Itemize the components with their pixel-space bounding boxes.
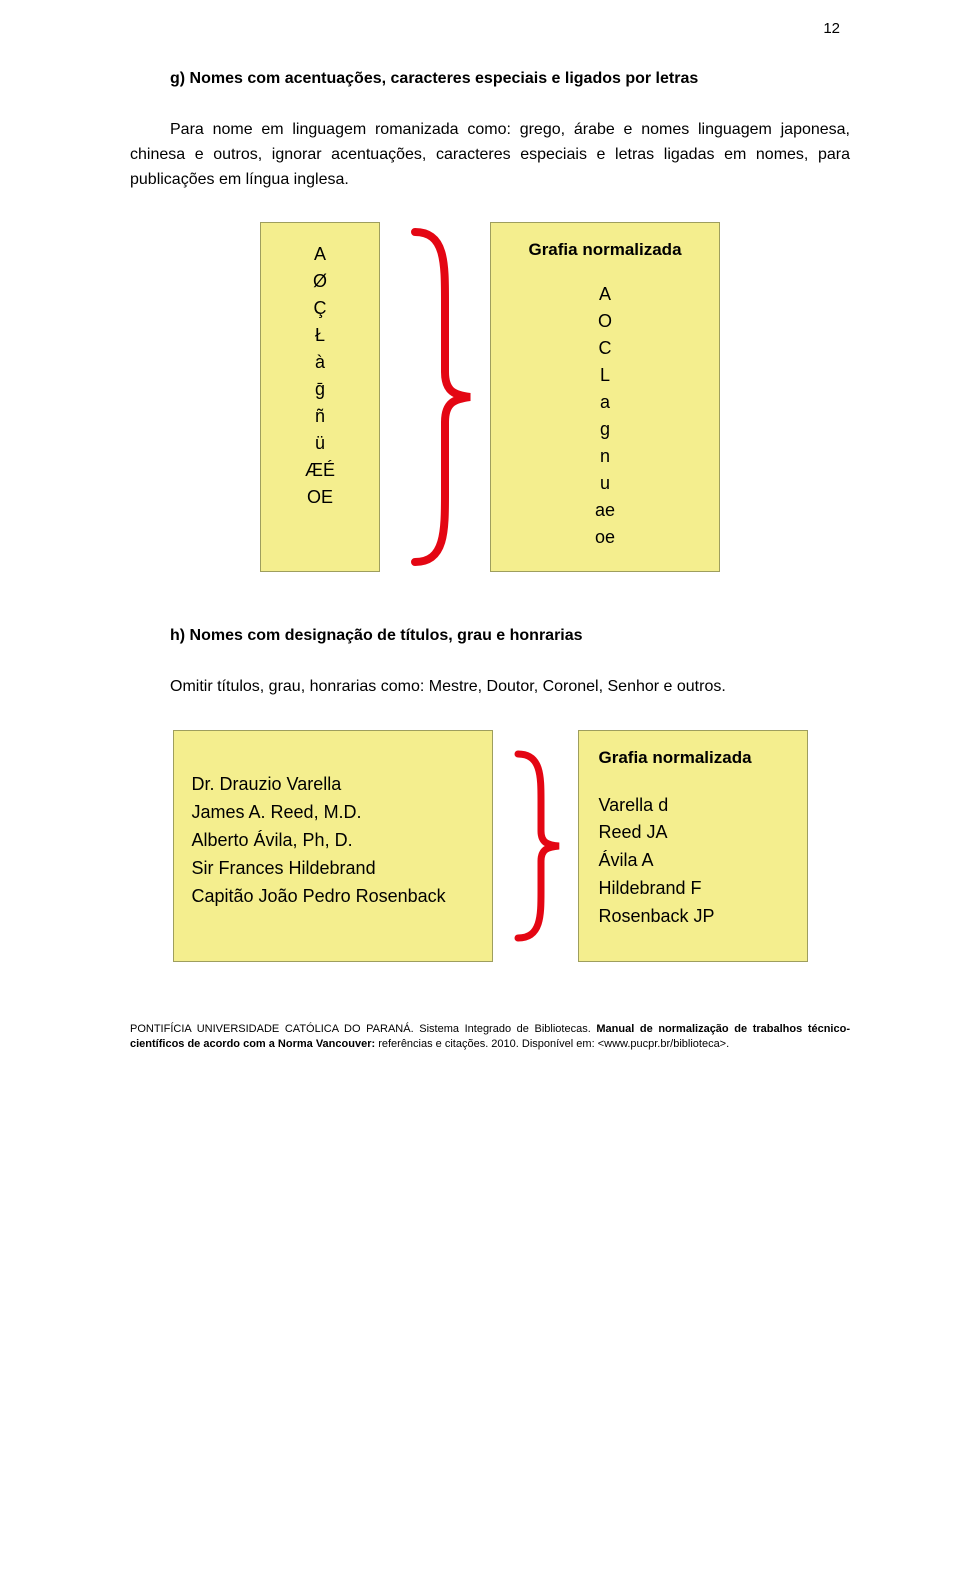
char-item: n [491,443,719,470]
char-item: Ł [261,322,379,349]
name-item: James A. Reed, M.D. [192,799,474,827]
section-h-title: h) Nomes com designação de títulos, grau… [130,627,850,645]
char-item: C [491,335,719,362]
brace-icon [503,746,568,946]
char-item: u [491,470,719,497]
char-item: Ç [261,295,379,322]
diagram-2-right-box: Grafia normalizada Varella d Reed JA Ávi… [578,730,808,962]
diagram-2: Dr. Drauzio Varella James A. Reed, M.D. … [130,730,850,962]
char-item: ÆÉ [261,457,379,484]
diagram-2-left-box: Dr. Drauzio Varella James A. Reed, M.D. … [173,730,493,962]
char-item: Ø [261,268,379,295]
diagram-1-right-header: Grafia normalizada [491,237,719,263]
char-item: ü [261,430,379,457]
name-item: Rosenback JP [599,903,787,931]
page-number: 12 [823,20,840,37]
char-item: L [491,362,719,389]
brace-2 [493,730,578,962]
char-item: ñ [261,403,379,430]
footer-citation: PONTIFÍCIA UNIVERSIDADE CATÓLICA DO PARA… [130,1022,850,1052]
name-item: Varella d [599,792,787,820]
name-item: Reed JA [599,819,787,847]
char-item: A [261,241,379,268]
name-item: Dr. Drauzio Varella [192,771,474,799]
name-item: Sir Frances Hildebrand [192,855,474,883]
diagram-2-right-header: Grafia normalizada [599,745,787,771]
char-item: A [491,281,719,308]
section-g-paragraph: Para nome em linguagem romanizada como: … [130,118,850,192]
name-item: Capitão João Pedro Rosenback [192,883,474,911]
name-item: Alberto Ávila, Ph, D. [192,827,474,855]
char-item: ḡ [261,376,379,403]
section-g-paragraph-text: Para nome em linguagem romanizada como: … [130,118,850,192]
brace-icon [390,222,480,572]
char-item: oe [491,524,719,551]
diagram-1-right-box: Grafia normalizada A O C L a g n u ae oe [490,222,720,572]
section-h-paragraph-text: Omitir títulos, grau, honrarias como: Me… [130,675,850,700]
char-item: à [261,349,379,376]
diagram-1: A Ø Ç Ł à ḡ ñ ü ÆÉ OE Grafia normalizada… [130,222,850,572]
char-item: g [491,416,719,443]
section-g-title: g) Nomes com acentuações, caracteres esp… [130,70,850,88]
section-h-paragraph: Omitir títulos, grau, honrarias como: Me… [130,675,850,700]
name-item: Hildebrand F [599,875,787,903]
char-item: a [491,389,719,416]
char-item: ae [491,497,719,524]
brace-1 [380,222,490,572]
char-item: O [491,308,719,335]
name-item: Ávila A [599,847,787,875]
diagram-1-left-box: A Ø Ç Ł à ḡ ñ ü ÆÉ OE [260,222,380,572]
char-item: OE [261,484,379,511]
